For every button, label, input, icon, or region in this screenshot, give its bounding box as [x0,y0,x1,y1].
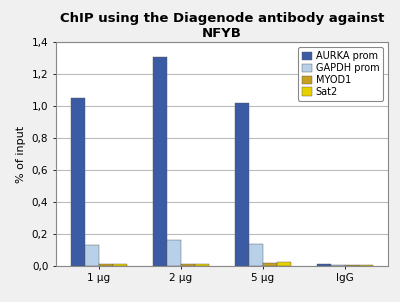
Y-axis label: % of input: % of input [16,125,26,183]
Bar [317,264,331,266]
Bar [99,264,113,266]
Bar [235,103,249,266]
Bar [263,263,277,266]
Bar [277,262,291,266]
Bar [85,245,99,266]
Bar [113,264,127,266]
Title: ChIP using the Diagenode antibody against
NFYB: ChIP using the Diagenode antibody agains… [60,12,384,40]
Legend: AURKA prom, GAPDH prom, MYOD1, Sat2: AURKA prom, GAPDH prom, MYOD1, Sat2 [298,47,383,101]
Bar [181,264,195,266]
Bar [153,57,167,266]
Bar [71,98,85,266]
Bar [195,264,209,266]
Bar [249,244,263,266]
Bar [331,265,345,266]
Bar [345,265,359,266]
Bar [167,240,181,266]
Bar [359,265,373,266]
